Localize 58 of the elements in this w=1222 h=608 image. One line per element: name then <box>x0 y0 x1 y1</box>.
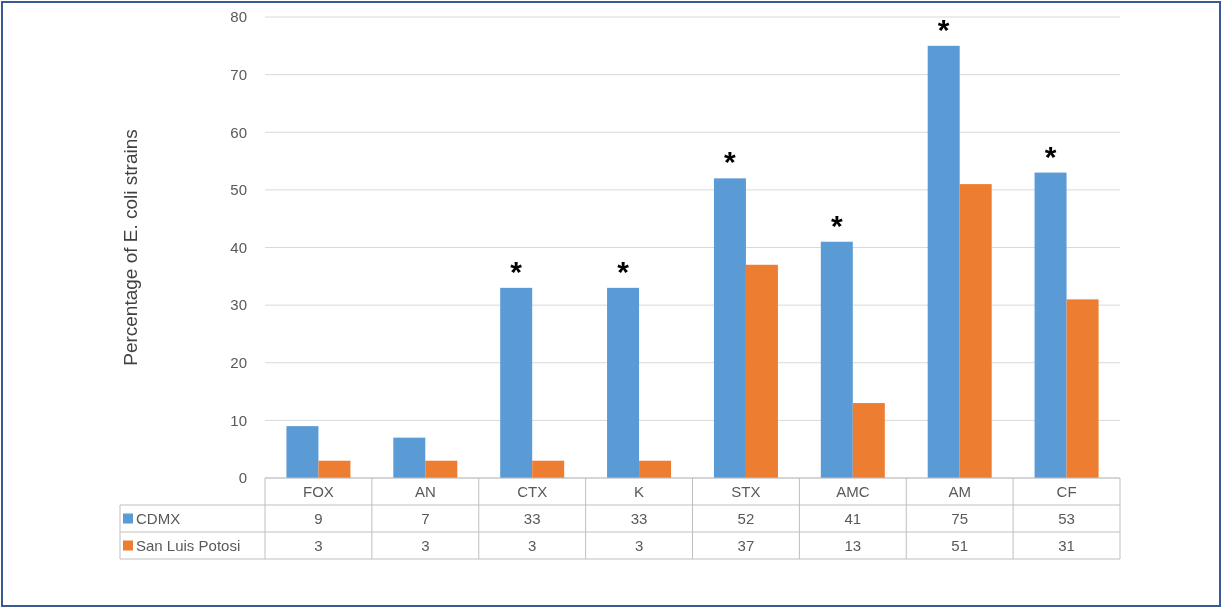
y-tick-label: 60 <box>230 123 247 141</box>
data-label: 41 <box>844 509 862 527</box>
x-tick-label: STX <box>731 482 761 500</box>
bar <box>1034 172 1067 478</box>
bar <box>713 178 746 478</box>
annotation: * <box>937 12 950 46</box>
bar <box>852 403 885 478</box>
data-label: 33 <box>523 509 541 527</box>
y-tick-label: 40 <box>230 238 247 256</box>
data-label: 9 <box>314 509 323 527</box>
data-label: 51 <box>951 536 969 554</box>
legend-label: San Luis Potosi <box>136 536 241 554</box>
bar <box>500 287 533 478</box>
x-tick-label: AN <box>414 482 436 500</box>
bar <box>318 460 351 478</box>
bar <box>820 241 853 478</box>
annotation: * <box>724 145 737 179</box>
data-label: 3 <box>314 536 323 554</box>
data-label: 3 <box>634 536 644 554</box>
data-label: 7 <box>421 509 430 527</box>
data-label: 53 <box>1058 509 1075 527</box>
data-label: 52 <box>737 509 755 527</box>
annotation: * <box>617 254 630 288</box>
y-tick-label: 70 <box>230 65 247 83</box>
data-label: 75 <box>951 509 969 527</box>
bar <box>607 287 640 478</box>
x-tick-label: K <box>634 482 645 500</box>
bar <box>1066 299 1099 478</box>
data-label: 3 <box>528 536 537 554</box>
y-tick-label: 20 <box>230 354 247 371</box>
legend-label: CDMX <box>136 509 181 527</box>
bar <box>639 460 672 478</box>
bar <box>286 426 319 478</box>
y-tick-label: 10 <box>230 411 247 429</box>
data-label: 3 <box>421 536 430 554</box>
data-label: 31 <box>1058 536 1075 554</box>
y-tick-label: 0 <box>238 469 247 487</box>
y-axis-title: Percentage of E. coli strains <box>120 129 141 366</box>
data-label: 37 <box>737 536 755 554</box>
x-tick-label: AM <box>948 482 971 500</box>
bar <box>927 45 960 478</box>
annotation: * <box>510 254 523 288</box>
bar <box>959 184 992 478</box>
x-tick-label: AMC <box>836 482 870 500</box>
annotation: * <box>830 208 843 242</box>
y-tick-label: 30 <box>230 296 247 314</box>
bar <box>393 437 426 478</box>
x-tick-label: FOX <box>303 482 334 500</box>
bar <box>745 264 778 478</box>
data-label: 13 <box>844 536 862 554</box>
bar <box>532 460 565 478</box>
x-tick-label: CF <box>1056 482 1077 500</box>
y-tick-label: 80 <box>230 8 247 26</box>
data-label: 33 <box>630 509 648 527</box>
annotation: * <box>1044 139 1057 173</box>
x-tick-label: CTX <box>517 482 548 500</box>
bar <box>425 460 458 478</box>
y-tick-label: 50 <box>230 181 247 199</box>
